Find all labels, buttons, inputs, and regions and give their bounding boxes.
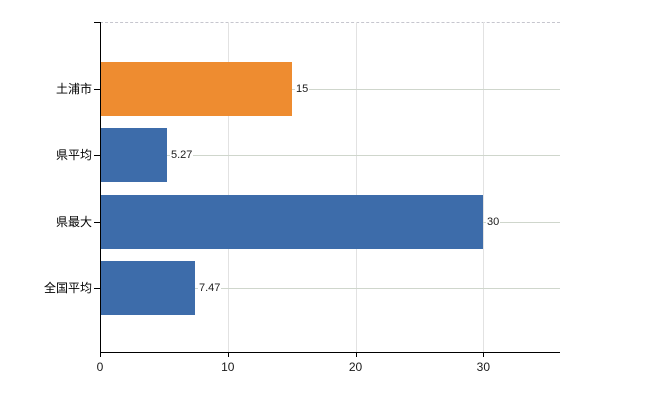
x-axis-tick — [483, 352, 484, 357]
y-axis-tick — [94, 89, 100, 90]
x-axis-tick-label: 0 — [96, 360, 104, 374]
x-axis-tick — [100, 352, 101, 357]
x-axis-line — [100, 352, 560, 353]
category-label: 土浦市 — [55, 82, 92, 96]
y-axis-tick — [94, 288, 100, 289]
h-gridline — [100, 155, 560, 156]
v-gridline — [228, 22, 229, 352]
y-axis-tick — [94, 155, 100, 156]
v-gridline — [356, 22, 357, 352]
bar-value-label: 15 — [295, 82, 310, 96]
bar — [101, 62, 292, 116]
y-axis-tick — [94, 222, 100, 223]
x-axis-tick — [228, 352, 229, 357]
x-axis-tick — [356, 352, 357, 357]
x-axis-tick-label: 10 — [221, 360, 235, 374]
h-gridline — [100, 89, 560, 90]
category-label: 県最大 — [55, 215, 92, 229]
x-axis-tick-label: 30 — [476, 360, 491, 374]
bar — [101, 261, 195, 315]
plot-top-border — [100, 22, 560, 23]
bar-value-label: 5.27 — [170, 148, 194, 162]
v-gridline — [483, 22, 484, 352]
bar — [101, 195, 483, 249]
category-label: 全国平均 — [43, 281, 92, 295]
bar-value-label: 30 — [486, 215, 501, 229]
category-label: 県平均 — [55, 148, 92, 162]
bar-value-label: 7.47 — [198, 281, 222, 295]
h-gridline — [100, 288, 560, 289]
y-axis-line — [100, 22, 101, 353]
x-axis-tick-label: 20 — [348, 360, 363, 374]
y-axis-top-tick — [94, 22, 100, 23]
bar — [101, 128, 167, 182]
